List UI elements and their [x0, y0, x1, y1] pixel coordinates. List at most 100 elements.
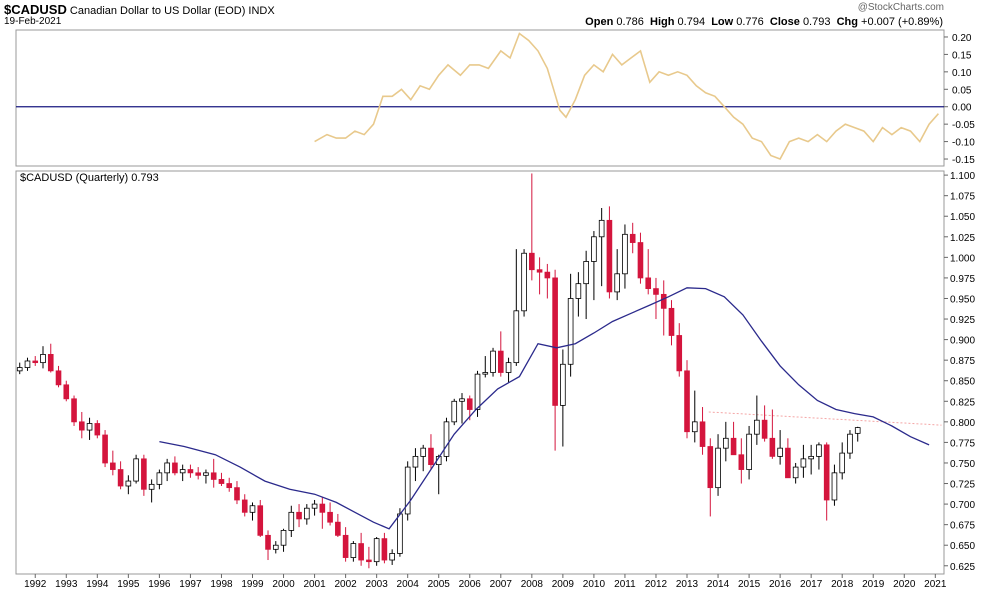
- candle-body: [785, 447, 791, 479]
- candle-body: [699, 421, 706, 447]
- candle-body: [296, 511, 302, 520]
- price-ytick-label: 0.700: [950, 500, 975, 511]
- candle-body: [598, 219, 605, 238]
- price-ytick-label: 0.900: [950, 336, 975, 347]
- xtick-label: 1999: [241, 579, 264, 590]
- xtick-label: 2020: [893, 579, 916, 590]
- price-ytick-label: 0.675: [950, 521, 975, 532]
- momentum-ytick-label: -0.05: [952, 120, 975, 131]
- symbol: $CADUSD: [4, 2, 67, 17]
- open-label: Open: [585, 16, 614, 28]
- candle-body: [86, 423, 93, 431]
- candle-body: [133, 458, 139, 482]
- candle-body: [350, 543, 357, 558]
- xtick-label: 2016: [769, 579, 792, 590]
- candle-body: [816, 444, 822, 457]
- candle-body: [16, 367, 23, 372]
- candle-body: [490, 350, 496, 373]
- x-axis: 1992 1993 1994 1995 1996 1997 1998 1999 2000 2001…: [24, 574, 947, 590]
- xtick-label: 2011: [614, 579, 636, 590]
- candle-body: [55, 370, 62, 386]
- candle-body: [544, 271, 551, 279]
- candle-body: [684, 370, 690, 433]
- price-ytick-label: 0.650: [950, 541, 975, 552]
- candle-body: [552, 277, 558, 406]
- price-ytick-label: 0.975: [950, 274, 975, 285]
- candle-body: [32, 360, 39, 364]
- low-label: Low: [711, 16, 734, 28]
- candle-body: [521, 252, 527, 312]
- high-label: High: [650, 16, 675, 28]
- candle-body: [226, 483, 233, 489]
- candle-body: [40, 354, 46, 364]
- momentum-panel: 0.20 0.15 0.10 0.05 0.00 -0.05 -0.10 -0.15: [15, 29, 975, 167]
- candle-body: [288, 511, 295, 531]
- xtick-label: 2001: [303, 579, 326, 590]
- candle-body: [622, 233, 628, 275]
- candle-body: [831, 472, 838, 501]
- xtick-label: 2017: [800, 579, 823, 590]
- candle-body: [560, 363, 566, 406]
- candle-body: [575, 283, 582, 299]
- candle-body: [257, 505, 264, 536]
- price-ytick-label: 1.050: [950, 212, 975, 223]
- candle-body: [505, 362, 512, 373]
- candle-body: [691, 421, 698, 433]
- candle-body: [761, 419, 768, 439]
- candle-body: [311, 503, 318, 509]
- candle-body: [583, 261, 589, 285]
- candle-body: [389, 553, 395, 561]
- candle-body: [513, 310, 520, 364]
- candle-body: [358, 543, 364, 561]
- candle-body: [653, 288, 659, 295]
- price-ytick-label: 0.750: [950, 459, 975, 470]
- candle-body: [529, 252, 535, 271]
- candle-body: [304, 507, 310, 520]
- chg-value: +0.007 (+0.89%): [861, 16, 943, 28]
- momentum-ytick-label: 0.20: [952, 33, 972, 44]
- price-ytick-label: 0.850: [950, 377, 975, 388]
- candle-body: [47, 354, 54, 372]
- candle-body: [412, 455, 419, 468]
- xtick-label: 2018: [831, 579, 854, 590]
- xtick-label: 2009: [552, 579, 575, 590]
- candle-body: [265, 534, 271, 550]
- candle-body: [249, 505, 256, 513]
- price-panel: 1.100 1.075 1.050 1.025 1.000 0.975 0.950 0.925…: [15, 170, 975, 575]
- candle-body: [723, 437, 729, 449]
- xtick-label: 1997: [179, 579, 202, 590]
- xtick-label: 2019: [862, 579, 885, 590]
- close-label: Close: [769, 16, 800, 28]
- candle-body: [497, 350, 504, 373]
- candle-body: [676, 335, 683, 372]
- xtick-label: 2003: [366, 579, 389, 590]
- candle-body: [381, 538, 388, 561]
- candle-body: [148, 483, 155, 490]
- xtick-label: 2013: [676, 579, 699, 590]
- xtick-label: 2004: [397, 579, 420, 590]
- candle-body: [839, 452, 846, 474]
- momentum-ytick-label: 0.15: [952, 50, 972, 61]
- candle-body: [234, 487, 240, 501]
- price-ytick-label: 0.875: [950, 356, 975, 367]
- candle-body: [218, 479, 225, 484]
- dotted-trendline: [708, 411, 942, 426]
- candle-body: [536, 269, 543, 273]
- candle-body: [404, 466, 411, 515]
- candle-body: [746, 433, 752, 470]
- candle-body: [637, 242, 644, 279]
- candle-body: [769, 437, 776, 457]
- xtick-label: 1994: [86, 579, 109, 590]
- candle-body: [614, 273, 620, 293]
- price-ytick-label: 0.925: [950, 315, 975, 326]
- exchange: INDX: [248, 5, 275, 17]
- candle-body: [117, 469, 124, 487]
- candle-body: [125, 480, 132, 487]
- candle-body: [141, 458, 147, 490]
- candle-body: [754, 419, 760, 435]
- low-value: 0.776: [736, 16, 764, 28]
- candle-body: [373, 538, 380, 563]
- close-value: 0.793: [802, 16, 831, 28]
- candle-body: [466, 398, 473, 410]
- candle-body: [102, 434, 108, 464]
